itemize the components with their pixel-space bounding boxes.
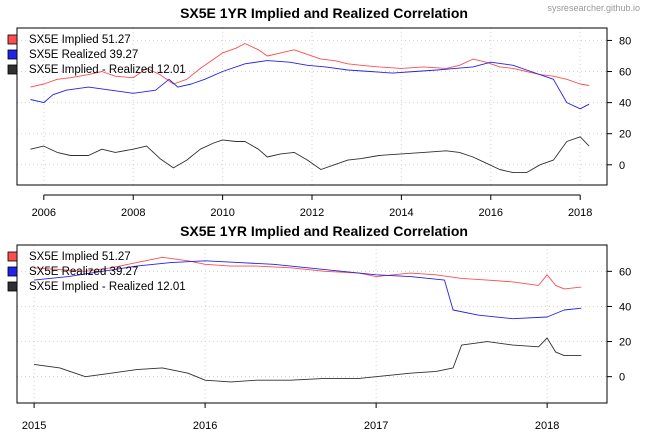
series-line-1 (30, 43, 590, 88)
x-tick-label: 2016 (479, 207, 503, 219)
x-tick-label: 2010 (210, 207, 234, 219)
legend-swatch-1 (7, 34, 18, 45)
y-tick-label: 20 (619, 129, 631, 141)
y-tick-label: 20 (619, 337, 631, 349)
series-line-3 (34, 337, 582, 383)
legend-entry-3: SX5E Implied - Realized 12.01 (29, 281, 186, 293)
x-tick-label: 2006 (32, 207, 56, 219)
legend-entry-1: SX5E Implied 51.27 (29, 34, 131, 46)
legend-entry-1: SX5E Implied 51.27 (29, 251, 131, 263)
chart-title: SX5E 1YR Implied and Realized Correlatio… (180, 5, 468, 21)
y-tick-label: 40 (619, 301, 631, 313)
legend-swatch-3 (7, 281, 18, 292)
credit-text: sysresearcher.github.io (547, 3, 640, 13)
legend-entry-2: SX5E Realized 39.27 (29, 266, 138, 278)
y-tick-label: 80 (619, 35, 631, 47)
x-tick-label: 2015 (22, 420, 46, 432)
series-line-2 (34, 260, 582, 320)
legend-swatch-2 (7, 266, 18, 277)
plot-frame (16, 244, 608, 404)
y-tick-label: 60 (619, 67, 631, 79)
chart-title: SX5E 1YR Implied and Realized Correlatio… (180, 223, 468, 239)
x-tick-label: 2012 (300, 207, 324, 219)
x-tick-label: 2018 (535, 420, 559, 432)
x-tick-label: 2017 (364, 420, 388, 432)
y-tick-label: 60 (619, 266, 631, 278)
legend-swatch-1 (7, 251, 18, 262)
legend-swatch-2 (7, 49, 18, 60)
series-line-1 (34, 256, 582, 290)
y-tick-label: 40 (619, 98, 631, 110)
x-tick-label: 2018 (568, 207, 592, 219)
chart-panel-1: SX5E 1YR Implied and Realized Correlatio… (7, 5, 631, 219)
x-tick-label: 2016 (193, 420, 217, 432)
legend-entry-2: SX5E Realized 39.27 (29, 49, 138, 61)
x-tick-label: 2008 (121, 207, 145, 219)
y-tick-label: 0 (619, 372, 625, 384)
plot-frame (16, 27, 608, 186)
series-line-3 (30, 136, 590, 174)
legend-entry-3: SX5E Implied - Realized 12.01 (29, 64, 186, 76)
chart-panel-2: SX5E 1YR Implied and Realized Correlatio… (7, 223, 631, 432)
x-tick-label: 2014 (389, 207, 413, 219)
legend-swatch-3 (7, 64, 18, 75)
y-tick-label: 0 (619, 160, 625, 172)
series-line-2 (30, 60, 590, 110)
